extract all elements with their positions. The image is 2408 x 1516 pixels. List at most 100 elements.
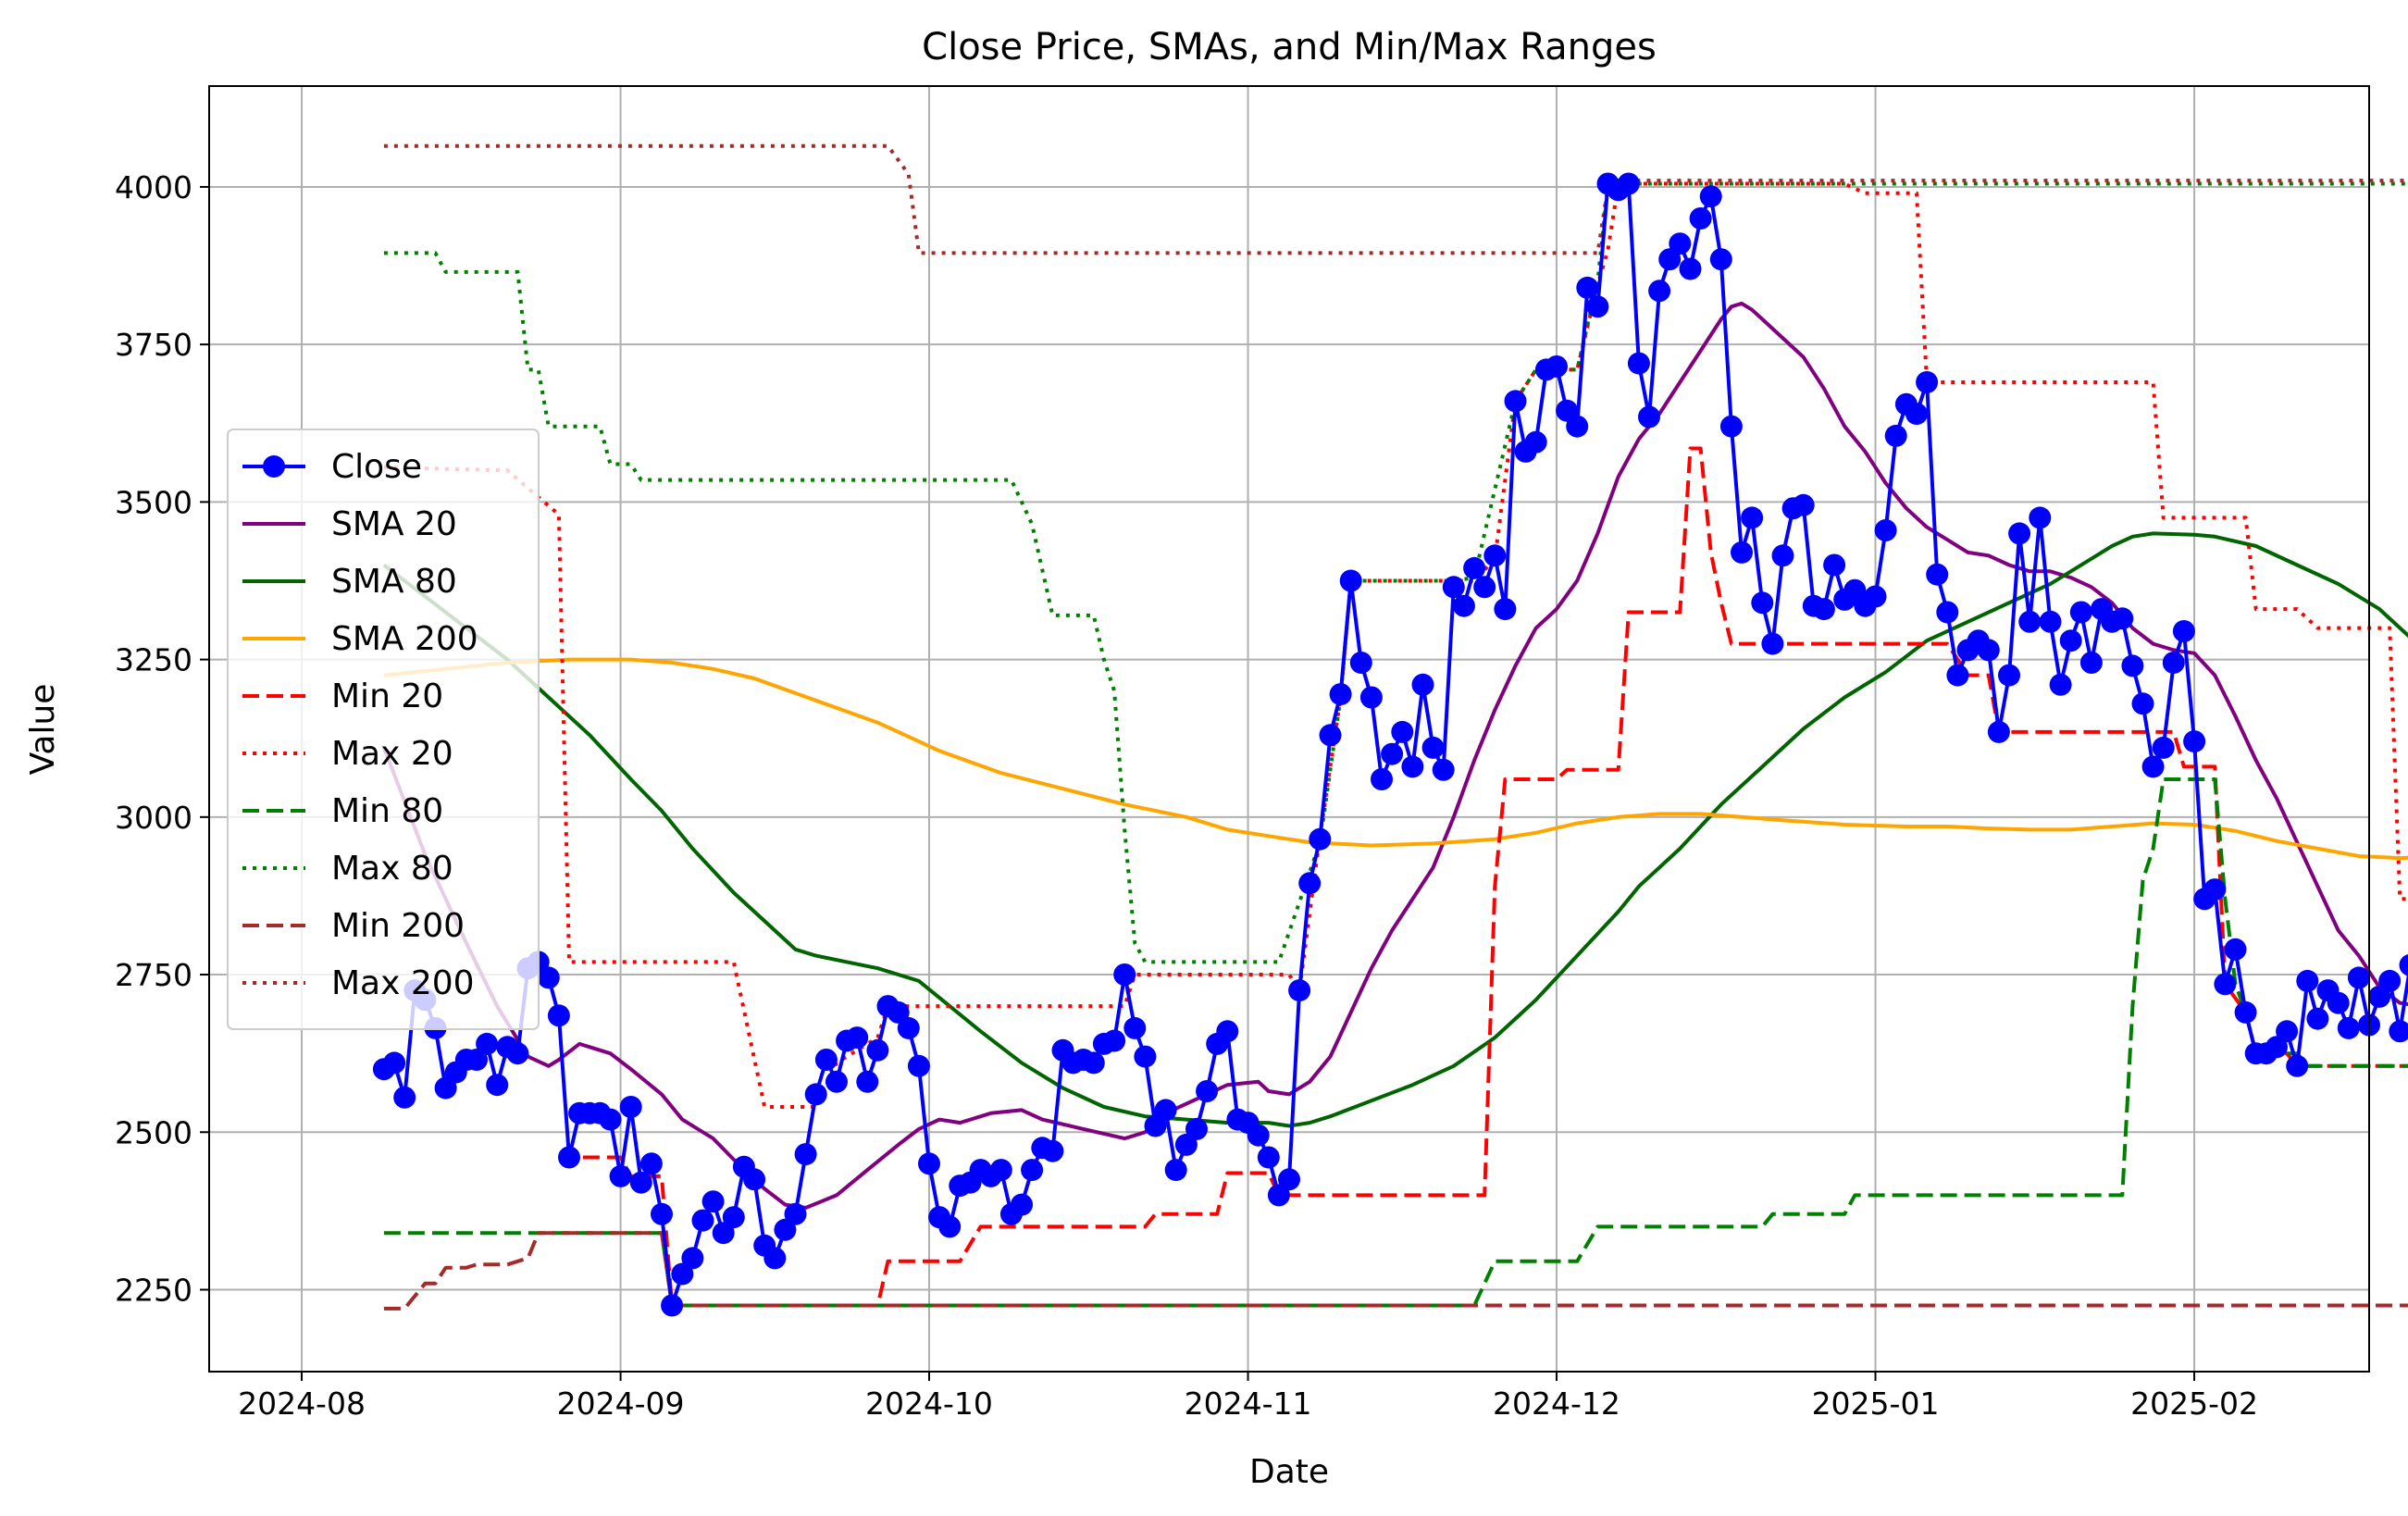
close-marker: [743, 1168, 766, 1191]
close-marker: [1556, 399, 1579, 422]
y-tick-label: 3750: [115, 327, 192, 363]
legend: Close SMA 20 SMA 80 SMA 200 Min 20 Max 20 Min …: [227, 429, 540, 1030]
close-marker: [1987, 720, 2010, 743]
close-marker: [1123, 1016, 1147, 1039]
close-marker: [465, 1049, 488, 1071]
close-marker: [1504, 390, 1527, 413]
y-tick-label: 2750: [115, 957, 192, 993]
x-tick-label: 2024-09: [557, 1386, 685, 1422]
chart-title: Close Price, SMAs, and Min/Max Ranges: [922, 26, 1657, 68]
close-marker: [1309, 827, 1332, 851]
close-marker: [1257, 1146, 1280, 1169]
close-marker: [2183, 730, 2206, 753]
legend-label: SMA 200: [331, 620, 478, 658]
close-marker: [1719, 415, 1743, 438]
legend-item-max-20: Max 20: [242, 735, 453, 773]
close-marker: [2039, 610, 2062, 633]
close-marker: [1761, 632, 1784, 655]
y-tick-label: 4000: [115, 169, 192, 205]
x-tick-label: 2024-08: [238, 1386, 366, 1422]
series-sma-200: [383, 657, 2408, 861]
close-marker: [1339, 569, 1362, 592]
close-marker: [1977, 639, 2000, 662]
close-marker: [897, 1016, 920, 1039]
close-marker: [989, 1159, 1012, 1182]
close-marker: [887, 1000, 910, 1024]
close-marker: [1319, 724, 1342, 747]
legend-item-sma-200: SMA 200: [242, 620, 478, 658]
close-marker: [1473, 576, 1496, 599]
close-marker: [2306, 1007, 2329, 1030]
legend-label: Min 20: [331, 677, 443, 715]
close-marker: [1792, 493, 1815, 516]
close-marker: [907, 1054, 930, 1077]
close-marker: [537, 966, 560, 989]
close-marker: [1946, 664, 1969, 687]
legend-item-sma-20: SMA 20: [242, 505, 457, 543]
close-marker: [2234, 1000, 2257, 1024]
close-marker: [609, 1164, 632, 1187]
close-marker: [2141, 755, 2165, 778]
close-marker: [2337, 1016, 2360, 1039]
legend-item-min-200: Min 200: [242, 907, 465, 945]
close-marker: [2224, 938, 2247, 961]
y-tick-label: 2250: [115, 1272, 192, 1308]
close-marker: [722, 1206, 745, 1229]
close-marker: [1998, 664, 2020, 687]
close-marker: [1174, 1133, 1198, 1156]
close-marker: [2276, 1020, 2299, 1043]
close-marker: [1421, 736, 1445, 759]
close-marker: [2389, 1020, 2408, 1043]
y-axis: 2250 2500 2750 3000 3250 3500 3750 4000: [115, 169, 209, 1308]
close-marker: [558, 1146, 580, 1169]
close-marker: [1669, 232, 1692, 255]
close-marker: [1401, 755, 1424, 778]
close-marker: [712, 1222, 735, 1245]
close-marker: [1359, 686, 1383, 709]
close-marker: [1185, 1117, 1208, 1140]
close-marker: [1741, 506, 1764, 529]
y-tick-label: 3000: [115, 800, 192, 836]
x-axis: 2024-08 2024-09 2024-10 2024-11 2024-12 2025-…: [238, 1372, 2258, 1422]
legend-label: Max 20: [331, 735, 453, 773]
close-marker: [2214, 973, 2237, 996]
series-close: [372, 172, 2408, 1317]
close-marker: [2131, 692, 2154, 715]
close-marker: [1709, 248, 1732, 271]
close-marker: [1164, 1159, 1187, 1182]
close-marker: [1823, 553, 1846, 577]
close-marker: [671, 1262, 694, 1286]
close-marker: [1864, 585, 1887, 608]
close-marker: [629, 1171, 652, 1194]
close-marker: [681, 1247, 704, 1270]
close-marker: [639, 1152, 663, 1175]
close-marker: [434, 1076, 457, 1100]
legend-label: Min 80: [331, 792, 443, 830]
close-marker: [856, 1070, 879, 1093]
y-axis-label: Value: [24, 684, 62, 776]
close-marker: [2111, 607, 2134, 630]
close-marker: [2203, 878, 2227, 901]
close-marker: [2029, 506, 2052, 529]
legend-item-min-80: Min 80: [242, 792, 443, 830]
close-marker: [1103, 1029, 1126, 1052]
close-marker: [1926, 563, 1949, 586]
series-min-20: [558, 446, 2408, 1308]
close-marker: [1627, 352, 1650, 375]
close-marker: [1298, 872, 1322, 895]
close-marker: [1751, 591, 1774, 615]
legend-label: Close: [331, 448, 422, 486]
close-marker: [619, 1096, 642, 1118]
legend-label: SMA 80: [331, 563, 457, 601]
legend-item-max-80: Max 80: [242, 850, 453, 888]
series-sma-80: [382, 531, 2408, 1128]
close-marker: [938, 1215, 962, 1238]
close-marker: [547, 1004, 570, 1027]
close-marker: [1463, 556, 1486, 579]
legend-label: Max 200: [331, 964, 475, 1002]
close-marker: [1247, 1124, 1270, 1147]
close-marker: [691, 1209, 714, 1232]
close-marker: [1442, 576, 1465, 599]
close-marker: [1874, 519, 1897, 541]
